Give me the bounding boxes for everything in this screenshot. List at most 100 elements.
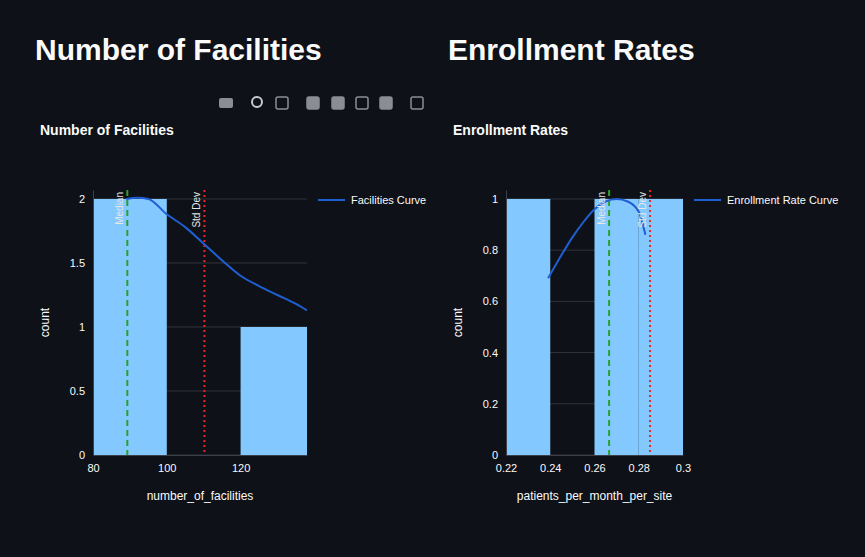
x-axis: 0.22 0.24 0.26 0.28 0.3	[496, 455, 691, 474]
y-tick-label: 0.5	[70, 385, 85, 397]
chart-title: Enrollment Rates	[453, 122, 568, 138]
y-tick: 2	[79, 193, 93, 205]
y-tick: 0.2	[483, 398, 506, 410]
x-axis-line	[94, 455, 308, 456]
y-tick: 1.5	[70, 257, 93, 269]
x-tick: 0.3	[676, 455, 691, 474]
y-tick: 0.6	[483, 295, 506, 307]
modebar-icon[interactable]	[411, 97, 423, 109]
y-tick-label: 0.2	[483, 398, 498, 410]
x-tick-label: 0.24	[540, 462, 561, 474]
chart-title: Number of Facilities	[40, 122, 174, 138]
chart: Number of FacilitiesMedianStd Dev8010012…	[38, 122, 426, 503]
x-axis: 80 100 120	[87, 455, 307, 474]
reference-label: Median	[114, 192, 125, 225]
histogram-bar	[639, 199, 683, 455]
page: Number of Facilities Enrollment Rates Numb…	[0, 0, 865, 557]
reference-line	[608, 190, 610, 455]
modebar-icon-shape[interactable]	[332, 97, 344, 109]
y-tick-label: 0.6	[483, 295, 498, 307]
x-tick: 0.28	[629, 455, 650, 474]
reference-label: Std Dev	[637, 192, 648, 228]
y-tick-label: 0.8	[483, 244, 498, 256]
y-tick: 0.5	[70, 385, 93, 397]
y-tick-label: 1.5	[70, 257, 85, 269]
legend-label: Facilities Curve	[351, 194, 426, 206]
y-axis-line	[506, 191, 507, 456]
modebar-icon-shape[interactable]	[252, 97, 262, 107]
y-tick-label: 0	[79, 449, 85, 461]
heading: Number of Facilities	[35, 33, 322, 66]
reference-line	[203, 190, 205, 455]
y-tick: 1	[79, 321, 93, 333]
modebar-icon[interactable]	[219, 98, 233, 108]
x-tick-label: 80	[87, 462, 99, 474]
legend-label: Enrollment Rate Curve	[727, 194, 838, 206]
y-axis: 0 0.5 1 1.5 2	[70, 191, 94, 462]
reference-line	[649, 190, 651, 455]
modebar-icon-shape[interactable]	[356, 97, 368, 109]
x-axis-title: patients_per_month_per_site	[517, 489, 673, 503]
y-tick-label: 0.4	[483, 347, 498, 359]
modebar-icon[interactable]	[276, 97, 288, 109]
reference-label: Std Dev	[191, 192, 202, 228]
modebar-icon-shape[interactable]	[411, 97, 423, 109]
histogram-bar	[241, 327, 307, 455]
y-tick-label: 0	[492, 449, 498, 461]
x-tick-label: 0.22	[496, 462, 517, 474]
modebar-icon-shape[interactable]	[380, 97, 392, 109]
heading: Enrollment Rates	[448, 33, 695, 66]
y-tick: 0	[79, 449, 93, 461]
legend-symbol	[694, 199, 721, 201]
x-tick-label: 0.26	[584, 462, 605, 474]
reference-line	[126, 190, 128, 455]
modebar-icon[interactable]	[332, 97, 344, 109]
histogram-bar	[93, 199, 167, 455]
histogram-bar	[595, 199, 639, 455]
reference-label: Median	[596, 192, 607, 225]
modebar-icon[interactable]	[307, 97, 319, 109]
x-tick: 0.22	[496, 455, 517, 474]
modebar-icon[interactable]	[252, 97, 262, 107]
y-tick: 0	[492, 449, 506, 461]
legend: Enrollment Rate Curve	[694, 194, 838, 206]
x-tick-label: 100	[158, 462, 176, 474]
plot-area	[93, 190, 307, 455]
x-axis-line	[507, 455, 684, 456]
x-tick-label: 120	[232, 462, 250, 474]
plot-area	[506, 190, 683, 455]
y-axis-title: count	[451, 307, 465, 337]
y-axis-line	[93, 191, 94, 456]
y-tick: 1	[492, 193, 506, 205]
x-axis-title: number_of_facilities	[147, 489, 254, 503]
x-tick-label: 0.28	[629, 462, 650, 474]
y-axis-title: count	[38, 307, 52, 337]
modebar-icon-shape[interactable]	[276, 97, 288, 109]
x-tick: 100	[158, 455, 176, 474]
x-tick: 80	[87, 455, 99, 474]
y-tick-label: 2	[79, 193, 85, 205]
histogram-bar	[506, 199, 550, 455]
histogram-bar	[167, 455, 241, 456]
x-tick-label: 0.3	[676, 462, 691, 474]
chart: Enrollment RatesMedianStd Dev0.220.240.2…	[451, 122, 838, 503]
legend-symbol	[318, 199, 345, 201]
y-axis: 0 0.2 0.4 0.6 0.8 1	[483, 191, 507, 462]
histogram-bar	[550, 455, 594, 456]
modebar-icon-shape[interactable]	[307, 97, 319, 109]
y-tick-label: 1	[492, 193, 498, 205]
y-tick-label: 1	[79, 321, 85, 333]
y-tick: 0.4	[483, 347, 506, 359]
modebar-icon[interactable]	[356, 97, 368, 109]
x-tick: 120	[232, 455, 250, 474]
curve-line	[126, 198, 307, 311]
x-tick: 0.24	[540, 455, 561, 474]
modebar-icon-shape[interactable]	[219, 98, 233, 108]
grid	[506, 199, 683, 455]
background	[0, 0, 865, 557]
y-tick: 0.8	[483, 244, 506, 256]
legend: Facilities Curve	[318, 194, 426, 206]
modebar-icon[interactable]	[380, 97, 392, 109]
x-tick: 0.26	[584, 455, 605, 474]
modebar	[219, 97, 423, 109]
